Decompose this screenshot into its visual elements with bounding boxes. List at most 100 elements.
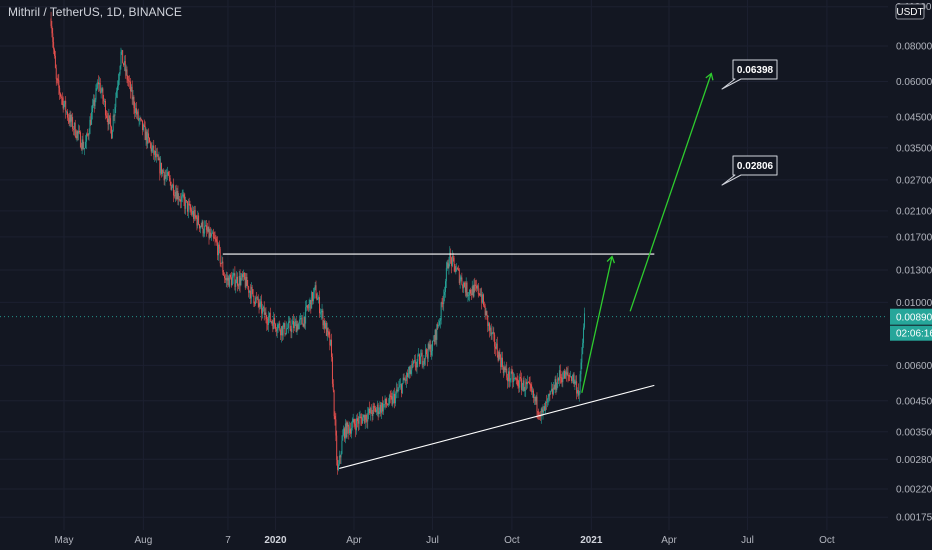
time-axis[interactable]: May Aug 7 2020 Apr Jul Oct 2021 Apr Jul Oct [55, 535, 835, 546]
candle-body [175, 191, 177, 200]
candle-body [538, 412, 540, 417]
candle-body [82, 139, 84, 149]
support-line[interactable] [339, 384, 655, 469]
candle-body [502, 367, 504, 374]
candle-body [166, 175, 168, 177]
candle-body [250, 286, 252, 299]
candle-body [304, 317, 306, 324]
candle-body [221, 261, 223, 264]
candle-body [511, 371, 513, 373]
candle-body [280, 329, 282, 336]
candle-body [148, 137, 150, 143]
candle-body [157, 155, 159, 160]
candle-body [282, 327, 284, 336]
candle-body [53, 42, 55, 50]
candle-body [273, 317, 275, 329]
candle-body [205, 225, 206, 227]
candle-body [119, 65, 121, 74]
projection-arrow-small[interactable] [581, 256, 613, 393]
candle-body [440, 302, 442, 320]
candle-body [324, 320, 326, 329]
candle-body [136, 111, 138, 115]
candle-body [180, 199, 181, 202]
candle-body [113, 115, 115, 117]
candle-body [484, 306, 486, 316]
candle-body [60, 93, 61, 97]
candle-body [432, 340, 433, 351]
candle-body [164, 175, 166, 181]
candle-body [460, 277, 462, 280]
candle-body [268, 312, 270, 318]
candle-body [419, 356, 421, 365]
candle-body [457, 268, 459, 270]
candle-body [301, 317, 303, 325]
candle-body [335, 419, 337, 436]
candle-body [223, 272, 225, 276]
candle-body [136, 108, 137, 115]
candle-body [546, 399, 548, 403]
candle-body [75, 136, 77, 139]
candle-body [409, 366, 411, 374]
candle-body [451, 257, 452, 266]
candle-body [555, 379, 557, 390]
candle-body [98, 82, 99, 85]
candle-body [488, 323, 490, 327]
candle-body [358, 417, 360, 424]
candle-body [486, 311, 488, 316]
candle-body [562, 378, 564, 383]
candle-body [350, 428, 351, 434]
candle-body [193, 211, 194, 219]
candle-body [297, 324, 299, 330]
candle-body [58, 80, 60, 88]
candle-body [353, 419, 355, 424]
candle-body [81, 139, 83, 149]
candle-body [228, 277, 230, 287]
candle-body [357, 421, 359, 424]
candle-body [500, 357, 502, 367]
candle-body [141, 119, 143, 121]
candle-body [132, 96, 134, 100]
candle-body [212, 232, 214, 237]
candle-body [54, 55, 56, 68]
candle-body [520, 377, 522, 379]
candle-body [181, 195, 183, 197]
candle-body [73, 122, 75, 130]
candle-body [512, 372, 514, 383]
candle-body [495, 343, 497, 349]
candle-body [433, 340, 435, 342]
projection-arrow-large[interactable] [629, 73, 712, 312]
candle-body [142, 124, 144, 130]
target-callout-box[interactable] [721, 155, 778, 186]
candle-body [468, 294, 470, 296]
y-tick-label: 0.04500 [896, 112, 932, 123]
candle-body [403, 377, 405, 381]
currency-badge[interactable] [895, 3, 925, 20]
candle-body [425, 349, 427, 359]
candle-body [526, 381, 528, 385]
candle-body [110, 118, 112, 127]
candle-body [205, 225, 207, 230]
candle-body [541, 408, 543, 413]
candle-body [74, 122, 76, 137]
candle-body [225, 278, 227, 280]
candle-body [67, 111, 68, 118]
candle-body [361, 418, 363, 424]
candle-body [492, 332, 494, 334]
candle-body [111, 126, 112, 139]
candle-body [378, 411, 380, 415]
candle-body [364, 414, 366, 423]
candle-body [509, 379, 511, 382]
candle-body [322, 310, 324, 326]
candle-body [243, 272, 245, 279]
candle-body [399, 384, 401, 388]
candle-body [159, 158, 161, 174]
candle-body [477, 285, 479, 294]
candle-body [266, 319, 268, 324]
candle-body [559, 370, 561, 377]
current-price-value: 0.00890 [896, 313, 932, 324]
candle-body [382, 402, 383, 412]
target-callout-box[interactable] [721, 59, 778, 90]
candle-body [431, 350, 433, 356]
